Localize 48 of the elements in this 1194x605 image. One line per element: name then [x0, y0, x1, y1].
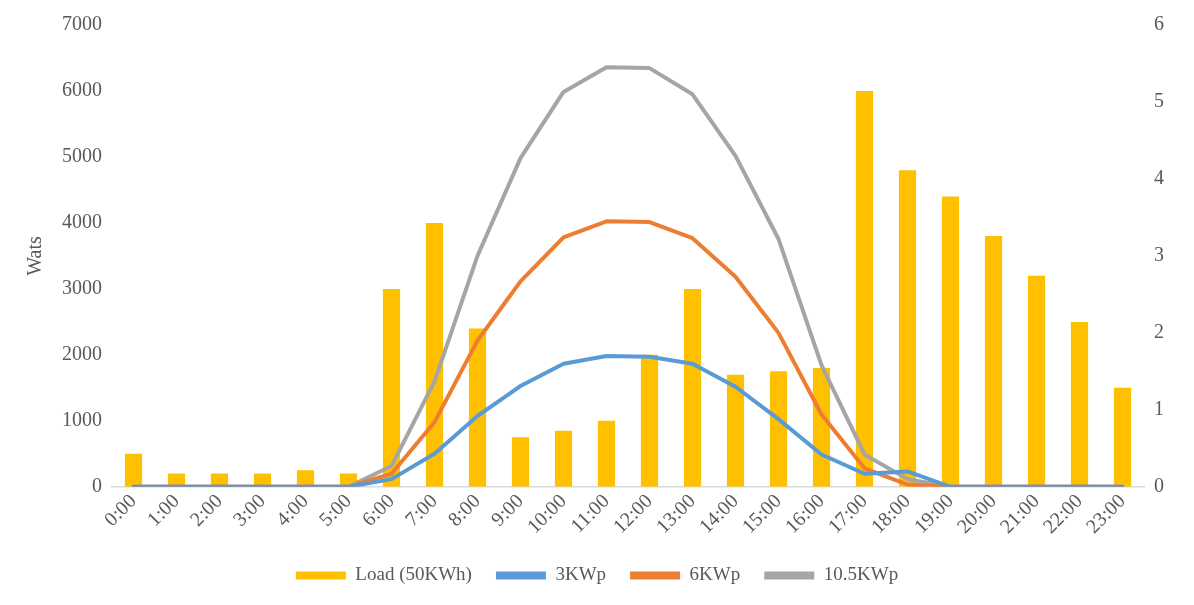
bar	[898, 170, 917, 487]
y-tick-label: 7000	[62, 12, 102, 35]
bar	[124, 453, 143, 487]
x-tick-label: 4:00	[271, 489, 313, 530]
bar	[382, 288, 401, 487]
x-tick-label: 5:00	[314, 489, 356, 530]
y2-tick-label: 3	[1154, 243, 1164, 266]
bar	[296, 470, 315, 487]
y-tick-label: 3000	[62, 276, 102, 299]
legend-label: Load (50KWh)	[355, 563, 472, 586]
bar	[1027, 275, 1046, 487]
y-tick-label: 1000	[62, 408, 102, 431]
y2-tick-label: 2	[1154, 320, 1164, 343]
x-tick-label: 7:00	[400, 489, 442, 530]
y-tick-label: 4000	[62, 210, 102, 233]
bar	[855, 90, 874, 487]
y-tick-label: 5000	[62, 144, 102, 167]
y-axis-title: Wats	[23, 235, 46, 276]
y2-tick-label: 0	[1154, 474, 1164, 497]
bar	[1113, 387, 1132, 487]
legend-label: 10.5KWp	[823, 563, 899, 585]
y2-tick-label: 6	[1154, 12, 1164, 35]
legend-label: 6KWp	[689, 563, 741, 585]
y2-tick-label: 4	[1154, 166, 1164, 189]
bar	[984, 236, 1003, 487]
y-tick-label: 6000	[62, 78, 102, 101]
bar	[769, 371, 788, 487]
bar	[511, 437, 530, 487]
x-tick-label: 2:00	[185, 489, 227, 530]
bar	[425, 222, 444, 487]
bar	[640, 354, 659, 487]
bar	[468, 328, 487, 487]
bar	[554, 430, 573, 487]
x-tick-label: 9:00	[486, 489, 528, 530]
bar	[726, 374, 745, 487]
x-tick-label: 6:00	[357, 489, 399, 530]
y-tick-label: 2000	[62, 342, 102, 365]
legend-label: 3KWp	[555, 563, 607, 585]
y2-tick-label: 5	[1154, 89, 1164, 112]
bar	[1070, 321, 1089, 487]
bar	[683, 288, 702, 487]
x-tick-label: 1:00	[142, 489, 184, 530]
y2-tick-label: 1	[1154, 397, 1164, 420]
bar	[597, 420, 616, 487]
y-tick-label: 0	[92, 474, 102, 497]
x-tick-label: 8:00	[443, 489, 485, 530]
bar	[941, 196, 960, 487]
x-tick-label: 3:00	[228, 489, 270, 530]
